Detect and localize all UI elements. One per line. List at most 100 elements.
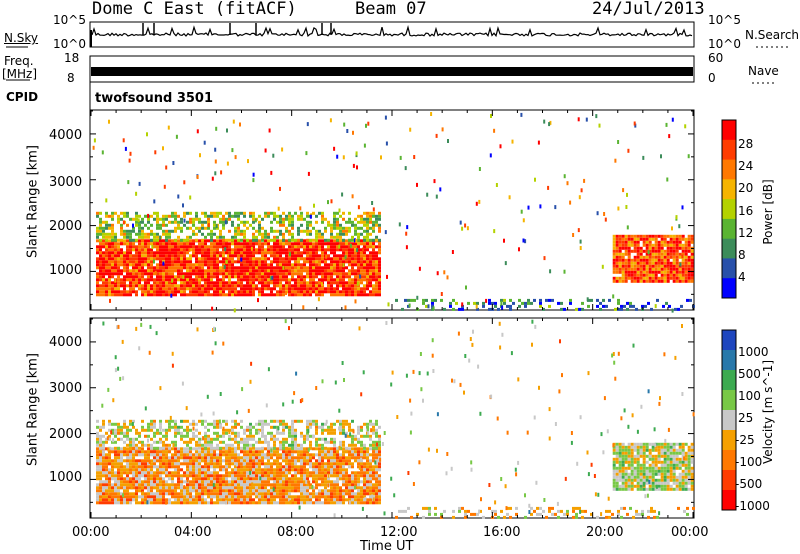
echo-cell [132,272,135,276]
echo-cell [120,471,123,475]
echo-cell [258,251,261,255]
echo-cell [330,483,333,487]
echo-cell [687,154,690,159]
echo-cell [165,260,168,264]
echo-cell [327,266,330,270]
echo-cell [231,468,234,472]
echo-cell [171,257,174,261]
echo-cell [165,434,168,438]
echo-cell [375,453,378,457]
echo-cell [198,459,201,463]
echo-cell [231,501,234,505]
echo-cell [216,495,219,499]
echo-cell [321,278,324,282]
echo-cell [666,240,670,244]
echo-cell [228,443,231,447]
echo-cell [123,229,126,233]
echo-cell [300,492,303,496]
echo-cell [294,266,297,270]
echo-cell [246,248,249,252]
echo-cell [375,477,378,481]
echo-cell [213,492,216,496]
echo-cell [321,480,324,484]
echo-cell [285,284,288,288]
echo-cell [276,245,279,249]
echo-cell [240,465,243,469]
echo-cell [204,254,207,258]
echo-cell [660,255,664,259]
echo-cell [153,419,156,423]
echo-cell [291,242,294,246]
echo-cell [663,273,667,277]
echo-cell [216,272,219,276]
echo-cell [147,220,150,224]
echo-cell [647,250,650,255]
echo-cell [321,471,324,475]
echo-cell [204,501,207,505]
echo-cell [192,486,195,490]
echo-cell [129,456,132,460]
echo-cell [213,269,216,273]
echo-cell [210,474,213,478]
echo-cell [159,281,162,285]
echo-cell [595,114,598,119]
echo-cell [222,284,225,288]
echo-cell [485,298,488,303]
echo-cell [168,419,171,423]
echo-cell [183,450,186,454]
echo-cell [297,226,300,230]
echo-cell [159,492,162,496]
echo-cell [342,465,345,469]
echo-cell [300,471,303,475]
echo-cell [141,290,144,294]
echo-cell [99,217,102,221]
echo-cell [356,248,359,253]
echo-cell [681,273,685,277]
echo-cell [264,242,267,246]
echo-cell [99,242,102,246]
echo-cell [279,186,281,191]
echo-cell [348,217,351,221]
echo-cell [156,290,159,294]
echo-cell [186,257,189,261]
echo-cell [258,226,261,230]
echo-cell [222,263,225,267]
echo-cell [276,471,279,475]
echo-cell [354,223,357,227]
echo-cell [246,456,249,460]
echo-cell [339,456,342,460]
echo-cell [273,459,276,463]
echo-cell [174,257,177,261]
echo-cell [195,422,198,426]
echo-cell [186,293,189,297]
echo-cell [651,234,655,238]
echo-cell [306,293,309,297]
echo-cell [681,234,685,238]
echo-cell [231,293,234,297]
echo-cell [354,495,357,499]
echo-cell [300,290,303,294]
echo-cell [225,471,228,475]
echo-cell [327,269,330,273]
echo-cell [198,245,201,249]
echo-cell [285,263,288,267]
echo-cell [189,450,192,454]
echo-cell [657,234,661,238]
echo-cell [279,266,282,270]
echo-cell [357,220,360,224]
echo-cell [585,117,588,122]
echo-cell [129,248,132,252]
echo-cell [132,242,135,246]
echo-cell [96,437,99,441]
echo-cell [345,456,348,460]
echo-cell [132,275,135,279]
echo-cell [111,248,114,252]
echo-cell [315,480,318,484]
echo-cell [99,248,102,252]
echo-cell [543,256,546,261]
echo-cell [336,263,339,267]
echo-cell [237,260,240,264]
echo-cell [198,437,201,441]
echo-cell [681,270,685,274]
echo-cell [108,477,111,481]
